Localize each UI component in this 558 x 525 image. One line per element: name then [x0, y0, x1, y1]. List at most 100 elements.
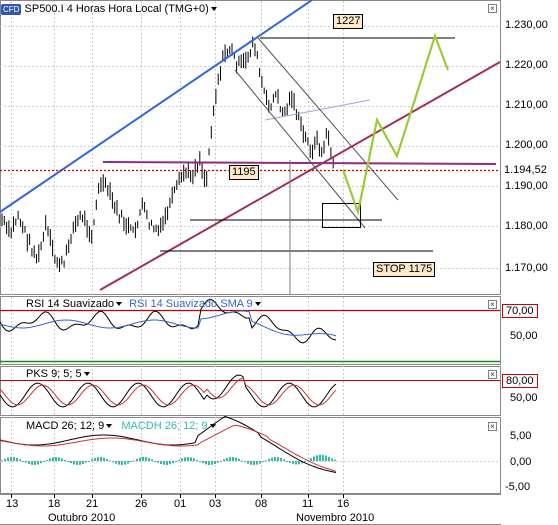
day-label: 21: [86, 498, 99, 510]
macd-hist-bar: [322, 454, 324, 461]
macd-hist-bar: [148, 458, 150, 461]
price-panel-frame: [0, 0, 501, 295]
price-tick: 1.200,00: [505, 139, 548, 151]
macd-panel-frame: [0, 417, 501, 494]
rsi-sma-title[interactable]: RSI 14 Suavizado SMA 9: [129, 298, 253, 310]
macd-hist-bar: [295, 461, 297, 465]
rsi-dropdown-icon[interactable]: [116, 302, 123, 307]
instrument-title[interactable]: SP500.I 4 Horas Hora Local (TMG+0): [24, 3, 209, 15]
macd-hist-bar: [289, 461, 291, 463]
macd-hist-bar: [37, 461, 39, 465]
price-tick: 1.170,00: [505, 262, 548, 274]
macd-hist-bar: [70, 461, 72, 464]
rsi-level-badge: 70,00: [502, 304, 538, 318]
price-tick: 1.220,00: [505, 59, 548, 71]
macd-hist-bar: [31, 461, 33, 465]
price-panel-close-icon[interactable]: ×: [488, 4, 497, 13]
rsi-panel-frame: [0, 296, 501, 365]
macd-hist-bar: [265, 460, 267, 462]
macd-tick: -5,00: [505, 481, 531, 493]
rsi-sma-dropdown-icon[interactable]: [254, 302, 261, 307]
rsi-panel-close-icon[interactable]: ×: [488, 300, 497, 309]
macdh-dropdown-icon[interactable]: [209, 424, 216, 429]
macd-panel-close-icon[interactable]: ×: [488, 422, 497, 431]
macd-hist-bar: [103, 457, 105, 461]
month-label: Outubro 2010: [48, 512, 116, 524]
macd-hist-bar: [247, 461, 249, 464]
pks-title[interactable]: PKS 9; 5; 5: [26, 368, 82, 380]
macd-hist-bar: [133, 460, 135, 462]
macd-dropdown-icon[interactable]: [106, 424, 113, 429]
macd-hist-bar: [7, 457, 9, 461]
macd-hist-bar: [166, 461, 168, 465]
macd-hist-bar: [274, 457, 276, 461]
macd-hist-bar: [100, 457, 102, 461]
macd-hist-bar: [181, 458, 183, 461]
day-label: 18: [48, 498, 61, 510]
chart-header: CFD SP500.I 4 Horas Hora Local (TMG+0): [1, 3, 217, 16]
macd-hist-bar: [61, 458, 63, 461]
macd-hist-bar: [316, 455, 318, 461]
macd-hist-bar: [313, 456, 315, 461]
macd-hist-bar: [193, 458, 195, 461]
macd-hist-bar: [250, 461, 252, 465]
macd-hist-bar: [196, 459, 198, 461]
month-label: Novembro 2010: [296, 512, 375, 524]
rsi-panel-header: RSI 14 Suavizado RSI 14 Suavizado SMA 9: [26, 298, 261, 311]
macd-title[interactable]: MACD 26; 12; 9: [26, 420, 105, 432]
price-tick: 1.230,00: [505, 19, 548, 31]
macd-hist-bar: [85, 461, 87, 463]
target-label: 1227: [333, 14, 364, 29]
macd-hist-bar: [136, 458, 138, 461]
projection-path: [341, 32, 450, 217]
macd-hist-bar: [169, 461, 171, 465]
macd-hist-bar: [46, 459, 48, 461]
macd-hist-bar: [226, 457, 228, 461]
pks-panel-close-icon[interactable]: ×: [488, 370, 497, 379]
macd-hist-bar: [277, 457, 279, 461]
macd-hist-bar: [235, 457, 237, 461]
time-axis-ticks: [11, 494, 344, 498]
macd-hist-bar: [58, 457, 60, 461]
macd-hist-bar: [172, 461, 174, 464]
macd-hist-bar: [160, 461, 162, 464]
pks-level-badge: 80,00: [502, 374, 538, 388]
macd-hist-bar: [19, 459, 21, 461]
day-label: 11: [302, 498, 314, 510]
macd-hist-bar: [145, 457, 147, 461]
cfd-logo: CFD: [1, 3, 22, 15]
instrument-dropdown-icon[interactable]: [210, 7, 217, 12]
macd-hist-bar: [187, 457, 189, 461]
macd-hist-bar: [259, 461, 261, 464]
macd-signal-line: [0, 424, 337, 472]
macd-hist-bar: [271, 457, 273, 461]
macd-hist-bar: [256, 461, 258, 465]
target-zone-box: [322, 203, 361, 228]
pks-tick: 50,00: [510, 392, 538, 404]
macd-hist-bar: [13, 457, 15, 461]
macd-hist-bar: [97, 457, 99, 461]
macd-hist-bar: [325, 455, 327, 461]
day-label: 01: [174, 498, 187, 510]
macd-hist-bar: [241, 460, 243, 462]
macd-hist-bar: [49, 458, 51, 461]
macd-hist-bar: [139, 457, 141, 461]
macd-hist-bar: [73, 461, 75, 465]
pks-panel-header: PKS 9; 5; 5: [26, 368, 90, 381]
macd-hist-bar: [202, 461, 204, 464]
macd-hist-bar: [178, 459, 180, 461]
macd-hist-bar: [16, 458, 18, 461]
macd-hist-bar: [55, 457, 57, 461]
macd-hist-bar: [115, 461, 117, 464]
macd-hist-bar: [190, 457, 192, 461]
pks-dropdown-icon[interactable]: [83, 372, 90, 377]
down-channel-lower: [234, 69, 366, 229]
macd-hist-bar: [25, 461, 27, 463]
macdh-title[interactable]: MACDH 26; 12; 9: [121, 420, 208, 432]
macd-hist-bar: [208, 461, 210, 465]
rsi-title[interactable]: RSI 14 Suavizado: [26, 298, 115, 310]
macd-hist-bar: [223, 459, 225, 461]
down-channel-upper: [257, 37, 399, 201]
macd-hist-bar: [304, 461, 306, 462]
macd-hist-bar: [184, 457, 186, 461]
